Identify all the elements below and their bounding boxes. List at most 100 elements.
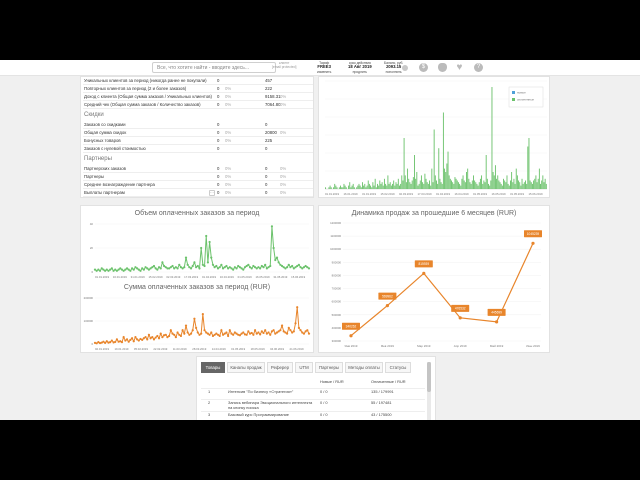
legend-swatch	[512, 98, 515, 101]
data-point	[98, 341, 102, 345]
bar-mark	[358, 183, 360, 189]
stats-section-title: Партнеры	[84, 156, 112, 162]
bar-mark	[387, 175, 389, 189]
bar-mark	[503, 178, 504, 189]
x-tick-label: 02.03.2019	[166, 275, 180, 279]
bar-mark	[460, 185, 462, 189]
tab-2[interactable]: Реферер	[267, 362, 293, 373]
data-point	[173, 267, 176, 270]
y-tick-label: 700000	[332, 287, 342, 291]
bar-mark	[466, 172, 467, 189]
data-point	[223, 266, 226, 269]
tab-6[interactable]: Статусы	[385, 362, 411, 373]
x-tick-label: 01.05.2019	[231, 347, 245, 351]
data-point	[100, 267, 103, 270]
data-point	[302, 332, 306, 335]
gear-icon[interactable]	[402, 65, 408, 71]
data-point	[122, 269, 125, 272]
tab-4[interactable]: Партнеры	[315, 362, 343, 373]
bar-mark	[345, 187, 347, 189]
bar-mark	[490, 180, 492, 189]
bar-mark	[433, 129, 435, 189]
stats-panel: Уникальных клиентов за период (никогда р…	[80, 76, 314, 198]
bar-mark	[456, 180, 458, 189]
stats-cell-v1: 0	[217, 102, 220, 107]
data-point	[181, 329, 184, 332]
lightbulb-icon[interactable]	[438, 63, 447, 72]
stats-cell-v1: 0	[217, 190, 220, 195]
data-point	[289, 329, 292, 332]
stats-cell-label: Средний чек (Общая сумма заказов / Колич…	[84, 102, 201, 107]
bar-mark	[545, 183, 547, 189]
data-point	[154, 267, 157, 270]
data-point	[149, 267, 152, 270]
stats-cell-v2: 0	[265, 190, 268, 195]
data-point	[242, 268, 245, 271]
stats-cell-label: Повторных клиентов за период (2 и более …	[84, 86, 187, 91]
money-bag-icon[interactable]: $	[419, 63, 428, 72]
bar-mark	[519, 182, 521, 189]
tab-0[interactable]: Товары	[201, 362, 225, 373]
data-point	[242, 331, 245, 334]
bar-mark	[370, 185, 372, 189]
data-point	[100, 341, 103, 344]
bar-mark	[454, 177, 456, 189]
data-point	[235, 332, 238, 335]
tariff-action[interactable]: изменить	[317, 69, 332, 74]
x-tick-label: 16.01.2019	[113, 275, 127, 279]
balance-info[interactable]: Баланс, руб. 2093.15 пополнить	[384, 61, 403, 74]
sales-dynamics-panel: Динамика продаж за прошедшие 6 месяцев (…	[318, 205, 550, 353]
stats-cell-v1: 0	[217, 174, 220, 179]
search-input[interactable]: Все, что хотите найти - вводите здесь...	[152, 62, 276, 73]
user-info[interactable]: клиент [email protected]	[272, 61, 296, 70]
tab-1[interactable]: Каналы продаж	[227, 362, 265, 373]
bar-mark	[506, 175, 508, 189]
y-tick-label: 800000	[332, 273, 342, 277]
tariff-info[interactable]: Тариф FREE3 изменить	[317, 61, 331, 74]
bar-mark	[420, 175, 422, 189]
data-label: 569962	[378, 292, 397, 300]
data-point	[169, 329, 172, 332]
bar-mark	[449, 178, 451, 189]
bar-mark	[525, 180, 526, 189]
svg-text:476532: 476532	[455, 307, 466, 311]
data-point	[137, 268, 140, 271]
data-point	[174, 266, 177, 269]
bar-mark	[414, 155, 415, 189]
x-tick-label: 28.03.2019	[192, 347, 206, 351]
stats-section-title: Скидки	[84, 112, 104, 118]
bar-mark	[350, 187, 352, 189]
data-point	[259, 267, 262, 270]
tab-3[interactable]: UTM	[295, 362, 313, 373]
bar-mark	[468, 178, 470, 189]
bar-mark	[494, 165, 496, 189]
data-point	[104, 341, 107, 344]
partner-payouts-button[interactable]: ⋯	[209, 190, 215, 196]
balance-action[interactable]: пополнить	[385, 69, 402, 74]
data-point	[245, 264, 248, 268]
data-point	[225, 331, 228, 334]
data-point	[95, 342, 98, 345]
help-icon[interactable]: ?	[474, 63, 483, 72]
bar-mark	[444, 168, 446, 189]
bar-mark	[522, 183, 524, 189]
data-point	[267, 266, 270, 269]
bar-mark	[377, 183, 378, 189]
bar-mark	[438, 148, 440, 189]
bar-mark	[372, 182, 374, 189]
heart-icon[interactable]: ♥	[456, 62, 463, 73]
data-point	[225, 264, 228, 268]
legend-swatch	[512, 91, 515, 94]
data-point	[247, 330, 250, 333]
data-point	[95, 269, 98, 272]
data-point	[233, 266, 236, 269]
data-point	[291, 264, 294, 268]
expiry-info[interactable]: срок действия 18 Авг 2019 продлить	[348, 61, 372, 74]
bar-mark	[430, 185, 432, 189]
data-point	[301, 267, 304, 270]
data-point	[174, 336, 177, 339]
bar-mark	[396, 183, 398, 189]
tab-5[interactable]: Методы оплаты	[345, 362, 383, 373]
expiry-action[interactable]: продлить	[352, 69, 367, 74]
bar-mark	[386, 185, 388, 189]
